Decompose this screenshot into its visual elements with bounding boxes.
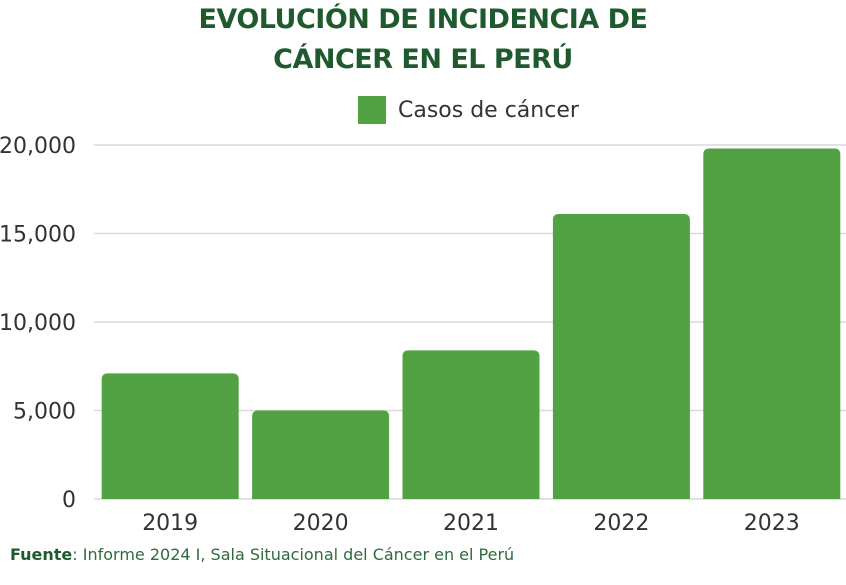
legend-label: Casos de cáncer [398, 97, 579, 123]
footer-text: : Informe 2024 I, Sala Situacional del C… [72, 545, 515, 564]
bar-2022 [552, 214, 690, 499]
bar-2019 [101, 373, 239, 499]
y-tick-label: 10,000 [0, 311, 76, 336]
x-tick-label: 2022 [593, 511, 649, 536]
source-footer: Fuente: Informe 2024 I, Sala Situacional… [10, 545, 514, 564]
bar-2021 [402, 350, 540, 499]
x-tick-label: 2023 [744, 511, 800, 536]
y-tick-label: 0 [62, 488, 76, 513]
title-line-2: CÁNCER EN EL PERÚ [273, 44, 573, 75]
y-tick-label: 5,000 [13, 400, 76, 425]
legend-swatch [358, 96, 386, 124]
x-tick-label: 2021 [443, 511, 499, 536]
x-tick-label: 2019 [142, 511, 198, 536]
x-tick-label: 2020 [293, 511, 349, 536]
bar-2020 [252, 410, 390, 499]
y-tick-label: 20,000 [0, 134, 76, 159]
legend: Casos de cáncer [358, 96, 579, 124]
bar-2023 [703, 148, 841, 500]
chart-title: EVOLUCIÓN DE INCIDENCIA DE CÁNCER EN EL … [0, 0, 846, 80]
y-tick-label: 15,000 [0, 223, 76, 248]
title-line-1: EVOLUCIÓN DE INCIDENCIA DE [198, 4, 648, 35]
footer-label: Fuente [10, 545, 73, 564]
